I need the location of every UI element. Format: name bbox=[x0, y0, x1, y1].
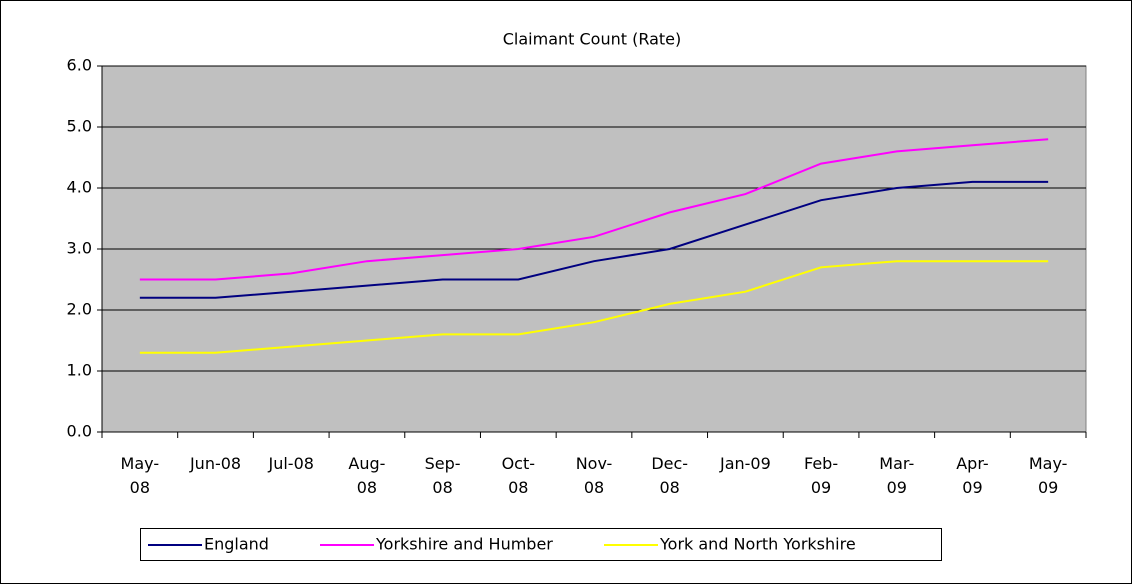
x-tick-label: Sep-08 bbox=[424, 454, 461, 497]
x-tick-label: May-08 bbox=[120, 454, 160, 497]
legend-label: Yorkshire and Humber bbox=[375, 535, 553, 554]
x-tick-label: Jul-08 bbox=[268, 454, 314, 473]
y-tick-label: 3.0 bbox=[67, 239, 92, 258]
x-tick-label: Feb-09 bbox=[804, 454, 839, 497]
y-tick-label: 2.0 bbox=[67, 300, 92, 319]
chart-title: Claimant Count (Rate) bbox=[503, 30, 682, 49]
legend-box bbox=[140, 528, 942, 561]
series-line bbox=[139, 138, 1049, 281]
legend-label: York and North Yorkshire bbox=[659, 535, 856, 554]
x-tick-label: Jun-08 bbox=[189, 454, 242, 473]
y-tick-label: 5.0 bbox=[67, 117, 92, 136]
x-tick-label: Jan-09 bbox=[719, 454, 771, 473]
y-tick-label: 4.0 bbox=[67, 178, 92, 197]
x-tick-label: Aug-08 bbox=[348, 454, 386, 497]
series-line bbox=[139, 180, 1049, 299]
x-tick-label: Nov-08 bbox=[575, 454, 613, 497]
y-tick-label: 1.0 bbox=[67, 361, 92, 380]
x-tick-label: May-09 bbox=[1028, 454, 1068, 497]
x-tick-label: Mar-09 bbox=[879, 454, 915, 497]
y-tick-label: 0.0 bbox=[67, 422, 92, 441]
x-tick-label: Oct-08 bbox=[501, 454, 536, 497]
legend-label: England bbox=[204, 535, 269, 554]
x-tick-label: Dec-08 bbox=[651, 454, 689, 497]
x-tick-label: Apr-09 bbox=[956, 454, 989, 497]
y-tick-label: 6.0 bbox=[67, 56, 92, 75]
series-line bbox=[139, 260, 1049, 354]
